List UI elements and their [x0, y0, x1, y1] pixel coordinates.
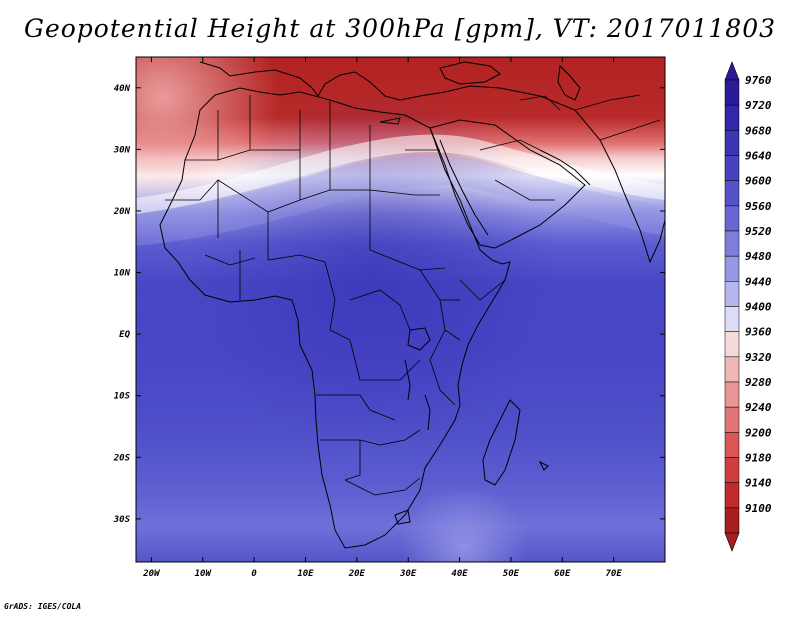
colorbar-label: 9400 — [745, 301, 772, 314]
lat-tick-label: 30N — [113, 145, 131, 155]
lon-tick-label: 10W — [195, 569, 213, 579]
colorbar-label: 9140 — [745, 477, 772, 490]
colorbar-swatch — [724, 356, 740, 383]
lon-tick-label: 50E — [503, 569, 520, 579]
lat-tick-label: 20N — [113, 207, 131, 217]
map-frame — [135, 56, 666, 563]
latitude-axis: 40N 30N 20N 10N EQ 10S 20S 30S — [113, 84, 665, 525]
colorbar-label: 9240 — [745, 401, 772, 414]
longitude-axis: 20W 10W 0 10E 20E 30E 40E 50E 60E 70E — [142, 57, 622, 579]
lon-tick-label: 10E — [297, 569, 314, 579]
colorbar-label: 9320 — [745, 351, 772, 364]
colorbar-swatch — [724, 406, 740, 433]
lon-tick-label: 60E — [554, 569, 571, 579]
country-borders — [165, 94, 661, 496]
colorbar-swatch — [724, 255, 740, 282]
colorbar-swatch — [724, 230, 740, 257]
colorbar-bottom-arrow — [724, 532, 740, 552]
lon-tick-label: 30E — [399, 569, 417, 579]
colorbar-label: 9520 — [745, 225, 772, 238]
colorbar-label: 9760 — [745, 74, 772, 87]
asia-coastline — [499, 87, 665, 264]
colorbar-swatch — [724, 130, 740, 156]
colorbar-label: 9600 — [745, 175, 772, 188]
colorbar-label: 9360 — [745, 326, 772, 339]
lat-tick-label: 40N — [114, 84, 131, 94]
coastline-layer — [159, 61, 665, 549]
lon-tick-label: 20E — [348, 569, 366, 579]
lon-tick-label: 40E — [451, 569, 468, 579]
lon-tick-label: 0 — [251, 569, 257, 579]
colorbar-swatch — [724, 331, 740, 358]
colorbar-swatch — [724, 306, 740, 332]
colorbar-label: 9280 — [745, 376, 772, 389]
arabia-coastline — [429, 119, 586, 249]
lat-tick-label: EQ — [119, 330, 130, 340]
colorbar-swatch — [724, 281, 740, 307]
colorbar-swatch — [724, 104, 740, 131]
colorbar-swatch — [724, 205, 740, 232]
colorbar-label: 9720 — [745, 99, 772, 112]
colorbar-top-arrow — [724, 61, 740, 81]
colorbar-swatch — [724, 482, 740, 509]
colorbar: 9760 9720 9680 9640 9600 9560 9520 9480 9440 9400… — [724, 61, 772, 552]
colorbar-swatch — [724, 180, 740, 207]
height-field — [136, 57, 665, 562]
colorbar-swatch — [724, 79, 740, 106]
colorbar-swatch — [724, 155, 740, 181]
colorbar-label: 9680 — [745, 124, 772, 137]
lon-tick-label: 70E — [606, 569, 623, 579]
colorbar-swatch — [724, 457, 740, 483]
colorbar-label: 9440 — [745, 275, 772, 288]
lat-tick-label: 20S — [113, 453, 131, 463]
lat-tick-label: 10S — [114, 392, 131, 402]
colorbar-label: 9100 — [745, 502, 772, 515]
grads-credit: GrADS: IGES/COLA — [4, 602, 82, 611]
colorbar-swatch — [724, 432, 740, 458]
lat-tick-label: 30S — [113, 515, 131, 525]
colorbar-label: 9180 — [745, 452, 772, 465]
africa-coastline — [159, 87, 511, 549]
colorbar-label: 9640 — [745, 150, 772, 163]
colorbar-label: 9560 — [745, 200, 772, 213]
plot-title: Geopotential Height at 300hPa [gpm], VT:… — [23, 14, 777, 43]
madagascar-coastline — [482, 399, 521, 486]
colorbar-label: 9480 — [745, 250, 772, 263]
lon-tick-label: 20W — [142, 569, 161, 579]
europe-coastline — [199, 61, 501, 101]
colorbar-swatch — [724, 507, 740, 534]
colorbar-label: 9200 — [745, 426, 772, 439]
colorbar-swatch — [724, 381, 740, 408]
lat-tick-label: 10N — [114, 269, 131, 279]
